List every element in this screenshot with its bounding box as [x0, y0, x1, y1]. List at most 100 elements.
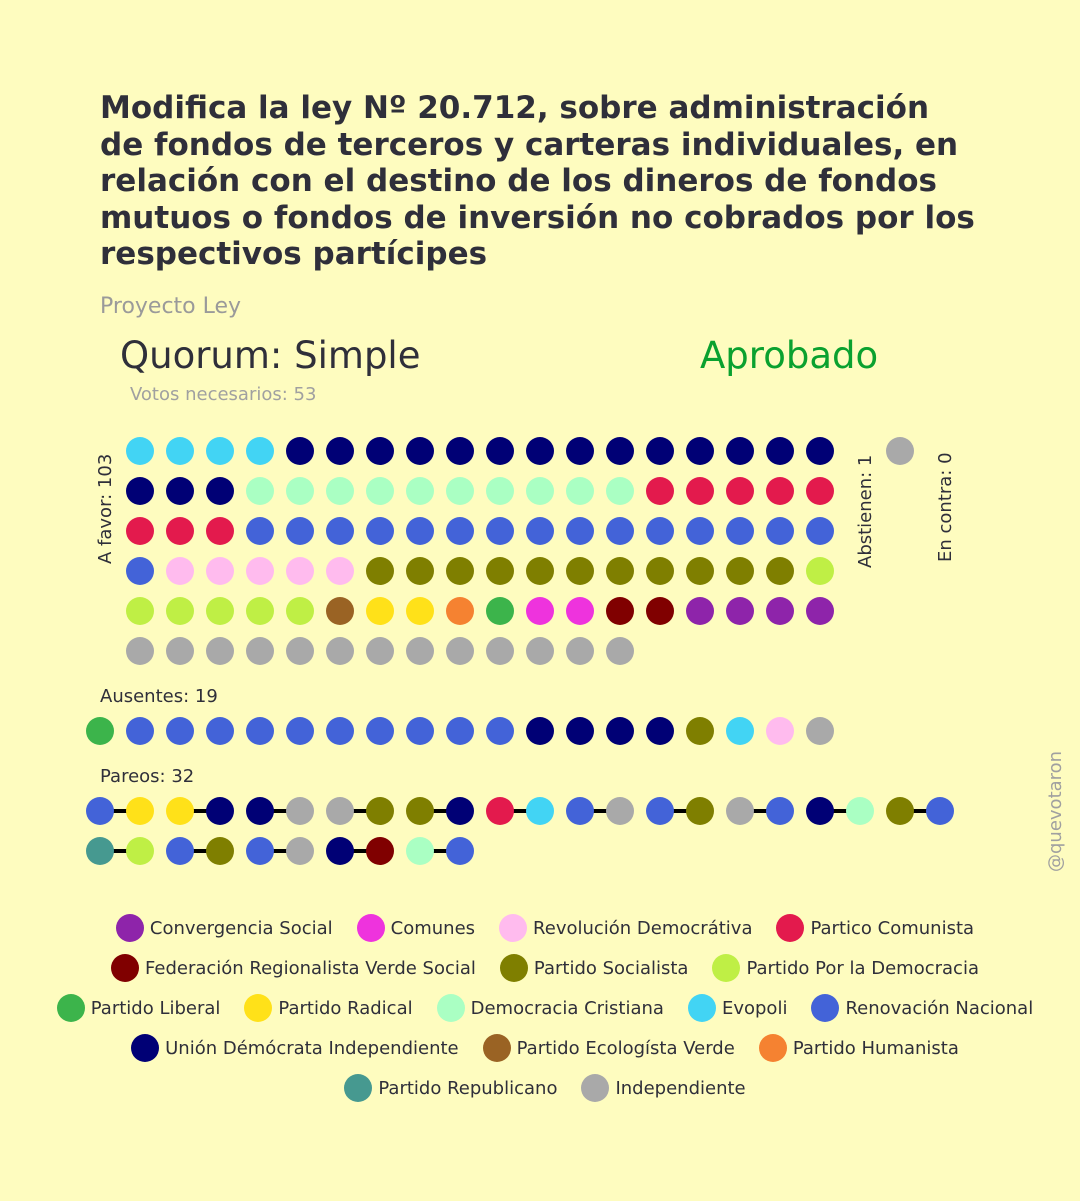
legend-label: Comunes [390, 917, 476, 939]
absent-dot [766, 717, 794, 745]
paired-label: Pareos: 32 [100, 766, 195, 787]
paired-dot [486, 797, 514, 825]
party-legend: Convergencia Social Comunes Revolución Dem… [30, 908, 1060, 1108]
vote-dot-chart [86, 437, 954, 865]
favor-vote-dot [566, 477, 594, 505]
favor-vote-dot [446, 597, 474, 625]
legend-item: Democracia Cristiana [436, 994, 664, 1022]
legend-item: Partido Radical [244, 994, 413, 1022]
paired-dot [446, 797, 474, 825]
legend-item: Partido Republicano [344, 1074, 557, 1102]
legend-item: Revolución Democrátiva [499, 914, 752, 942]
favor-vote-dot [246, 437, 274, 465]
legend-swatch [758, 1034, 787, 1062]
legend-label: Partido Liberal [90, 997, 221, 1019]
favor-vote-dot [286, 437, 314, 465]
legend-item: Partido Liberal [56, 994, 221, 1022]
legend-label: Unión Démócrata Independiente [165, 1037, 459, 1059]
absent-dot [566, 717, 594, 745]
favor-vote-dot [486, 637, 514, 665]
favor-vote-dot [566, 557, 594, 585]
favor-vote-dot [486, 437, 514, 465]
favor-vote-dot [486, 517, 514, 545]
favor-vote-dot [366, 517, 394, 545]
legend-label: Partido Republicano [378, 1077, 558, 1099]
absent-dot [326, 717, 354, 745]
paired-dot [326, 837, 354, 865]
legend-swatch [687, 994, 716, 1022]
favor-vote-dot [326, 637, 354, 665]
favor-vote-dot [606, 437, 634, 465]
absent-dot [246, 717, 274, 745]
legend-swatch [436, 994, 465, 1022]
favor-vote-dot [246, 557, 274, 585]
paired-dot [126, 837, 154, 865]
paired-dot [166, 837, 194, 865]
favor-vote-dot [646, 517, 674, 545]
legend-swatch [356, 914, 385, 942]
favor-vote-dot [766, 437, 794, 465]
absent-dot [806, 717, 834, 745]
legend-swatch [244, 994, 273, 1022]
favor-vote-dot [606, 477, 634, 505]
favor-vote-dot [286, 477, 314, 505]
favor-vote-dot [286, 597, 314, 625]
legend-item: Partido Humanista [758, 1034, 959, 1062]
absent-dot [206, 717, 234, 745]
legend-label: Partido Por la Democracia [746, 957, 979, 979]
favor-vote-dot [366, 557, 394, 585]
favor-vote-dot [646, 557, 674, 585]
favor-vote-dot [606, 517, 634, 545]
favor-vote-dot [246, 597, 274, 625]
legend-swatch [581, 1074, 610, 1102]
favor-vote-dot [166, 437, 194, 465]
favor-vote-dot [246, 637, 274, 665]
legend-row: Partido Liberal Partido Radical Democracia… [30, 988, 1060, 1028]
result-label: Aprobado [700, 334, 879, 377]
abstain-vote-dot [886, 437, 914, 465]
favor-vote-dot [486, 597, 514, 625]
legend-swatch [131, 1034, 160, 1062]
absent-dot [286, 717, 314, 745]
favor-vote-dot [446, 557, 474, 585]
favor-vote-dot [406, 517, 434, 545]
favor-vote-dot [726, 477, 754, 505]
legend-item: Partico Comunista [776, 914, 974, 942]
votes-needed: Votos necesarios: 53 [130, 384, 317, 405]
legend-item: Federación Regionalista Verde Social [111, 954, 476, 982]
paired-dot [806, 797, 834, 825]
legend-swatch [499, 914, 528, 942]
paired-dot [726, 797, 754, 825]
absent-dot [686, 717, 714, 745]
legend-swatch [111, 954, 139, 982]
paired-dot [646, 797, 674, 825]
legend-swatch [811, 994, 840, 1022]
legend-label: Renovación Nacional [845, 997, 1034, 1019]
favor-vote-dot [166, 637, 194, 665]
legend-label: Partido Ecologísta Verde [516, 1037, 735, 1059]
quorum-label: Quorum: Simple [120, 334, 421, 377]
legend-swatch [482, 1034, 511, 1062]
favor-vote-dot [366, 597, 394, 625]
legend-label: Democracia Cristiana [470, 997, 664, 1019]
absent-label: Ausentes: 19 [100, 686, 218, 707]
absent-dot [406, 717, 434, 745]
favor-vote-dot [446, 477, 474, 505]
favor-vote-dot [726, 557, 754, 585]
legend-item: Partido Ecologísta Verde [482, 1034, 735, 1062]
favor-vote-dot [566, 637, 594, 665]
paired-dot [286, 797, 314, 825]
favor-vote-dot [686, 557, 714, 585]
favor-vote-dot [406, 557, 434, 585]
favor-vote-dot [446, 517, 474, 545]
paired-dot [446, 837, 474, 865]
legend-swatch [712, 954, 741, 982]
favor-vote-dot [366, 437, 394, 465]
favor-vote-dot [646, 477, 674, 505]
absent-dot [486, 717, 514, 745]
favor-vote-dot [806, 557, 834, 585]
absent-dot [166, 717, 194, 745]
favor-vote-dot [446, 437, 474, 465]
legend-label: Revolución Democrátiva [533, 917, 753, 939]
favor-vote-dot [766, 517, 794, 545]
